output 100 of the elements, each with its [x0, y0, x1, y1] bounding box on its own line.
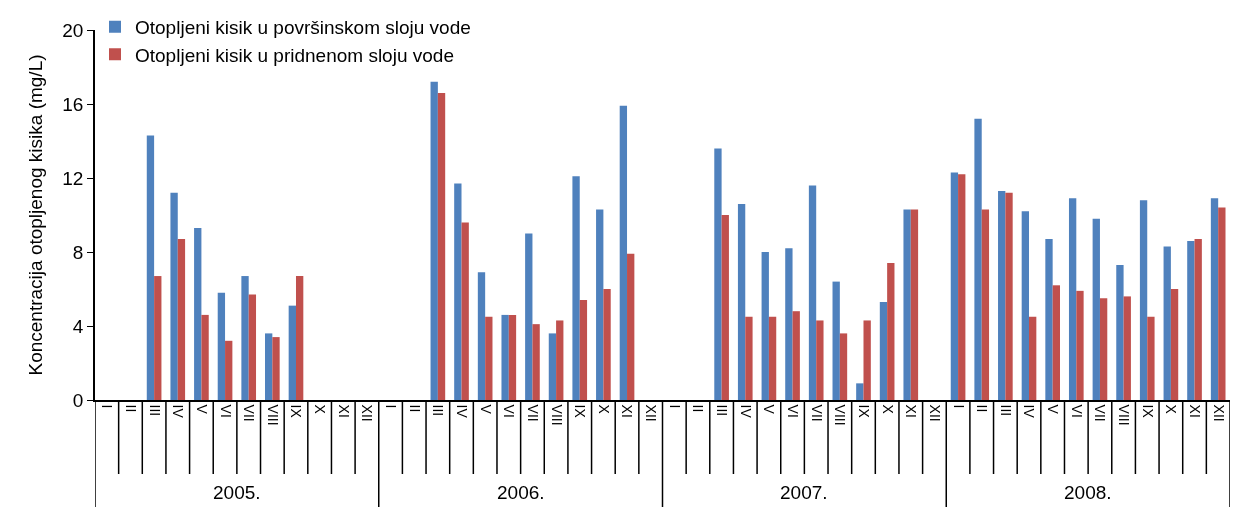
bar: [265, 333, 273, 400]
bar: [501, 314, 509, 400]
bar: [839, 333, 848, 400]
bar: [856, 383, 864, 400]
bar: [619, 105, 628, 400]
x-tick-label: V: [1045, 404, 1062, 415]
x-tick-label: VI: [501, 404, 518, 418]
bar: [981, 209, 990, 400]
bar: [548, 333, 557, 400]
bar: [248, 294, 257, 400]
bar: [430, 81, 438, 400]
bar: [1005, 192, 1013, 400]
x-tick-label: I: [99, 404, 116, 409]
bar: [572, 176, 580, 400]
x-tick-label: X: [312, 404, 329, 415]
x-tick-label: IV: [453, 404, 470, 419]
bar: [477, 272, 486, 400]
bar: [958, 174, 966, 400]
bar: [461, 222, 469, 400]
bar: [879, 301, 888, 400]
bar: [745, 316, 753, 400]
x-tick-label: I: [383, 404, 400, 409]
bar: [454, 183, 462, 400]
bar: [887, 263, 895, 400]
x-tick-label: IX: [572, 404, 589, 419]
x-tick-label: XI: [903, 404, 920, 418]
x-tick-label: II: [406, 404, 423, 413]
x-tick-label: V: [761, 404, 778, 415]
bar: [1194, 239, 1202, 400]
x-tick-label: IV: [170, 404, 187, 419]
x-tick-label: XI: [619, 404, 636, 418]
x-tick-label: X: [1163, 404, 1180, 415]
bar: [532, 324, 540, 400]
x-tick-label: VII: [524, 404, 541, 422]
bar: [1076, 290, 1084, 400]
bar: [225, 340, 233, 400]
bar: [721, 215, 729, 400]
bar: [579, 300, 588, 400]
x-tick-label: XI: [335, 404, 352, 418]
x-tick-label: VI: [785, 404, 801, 418]
x-tick-label: II: [122, 404, 139, 413]
bar: [1210, 198, 1219, 400]
bar: [525, 233, 533, 400]
bar: [974, 118, 982, 400]
x-tick-label: X: [879, 404, 896, 415]
x-tick-label: VII: [808, 404, 825, 422]
bar: [950, 172, 959, 400]
x-tick-label: I: [666, 404, 683, 409]
bar: [485, 316, 493, 400]
bar: [1092, 218, 1100, 400]
y-tick-label: 20: [62, 19, 84, 41]
bar: [816, 320, 824, 400]
y-axis-title: Koncentracija otopljenog kisika (mg/L): [24, 54, 46, 376]
y-tick-label: 8: [72, 241, 84, 263]
text: 2005.: [213, 482, 261, 503]
y-tick-label: 0: [72, 389, 84, 411]
x-tick-label: II: [974, 404, 991, 413]
bar: [194, 227, 202, 400]
y-tick-label: 4: [72, 315, 84, 337]
x-tick-label: V: [477, 404, 494, 415]
bar: [714, 148, 722, 400]
y-tick-label: 12: [62, 167, 84, 189]
bar: [1163, 246, 1171, 400]
bar: [154, 276, 162, 400]
bar: [998, 190, 1006, 400]
bar: [217, 292, 226, 400]
bar: [596, 209, 604, 400]
bar: [785, 248, 793, 400]
x-tick-label: VIII: [1116, 404, 1133, 426]
x-tick-label: VIII: [264, 404, 281, 426]
bar: [1170, 289, 1179, 400]
x-tick-label: IX: [855, 404, 872, 419]
bar: [863, 320, 871, 400]
x-tick-label: I: [950, 404, 967, 409]
bar: [1029, 316, 1037, 400]
bar: [627, 253, 635, 400]
x-tick-label: VIII: [548, 404, 565, 426]
x-tick-label: XI: [1186, 404, 1203, 418]
x-tick-label: XII: [926, 404, 943, 422]
text: 2006.: [497, 482, 545, 503]
x-tick-label: VII: [241, 404, 258, 422]
bar: [295, 276, 304, 400]
bar: [1116, 264, 1124, 400]
text: 2008.: [1064, 482, 1112, 503]
x-tick-label: XII: [643, 404, 660, 422]
bar: [272, 337, 280, 400]
bar: [910, 209, 919, 400]
bar: [808, 185, 817, 400]
x-tick-label: III: [430, 404, 447, 417]
x-tick-label: XII: [1210, 404, 1227, 422]
y-tick-label: 16: [62, 93, 84, 115]
x-tick-label: X: [595, 404, 612, 415]
bar: [288, 305, 296, 400]
bar: [1021, 211, 1030, 400]
x-tick-label: III: [997, 404, 1014, 417]
x-tick-label: VII: [1092, 404, 1109, 422]
bar: [737, 203, 746, 400]
x-tick-label: IX: [1139, 404, 1156, 419]
x-tick-label: III: [146, 404, 163, 417]
x-tick-label: III: [714, 404, 731, 417]
